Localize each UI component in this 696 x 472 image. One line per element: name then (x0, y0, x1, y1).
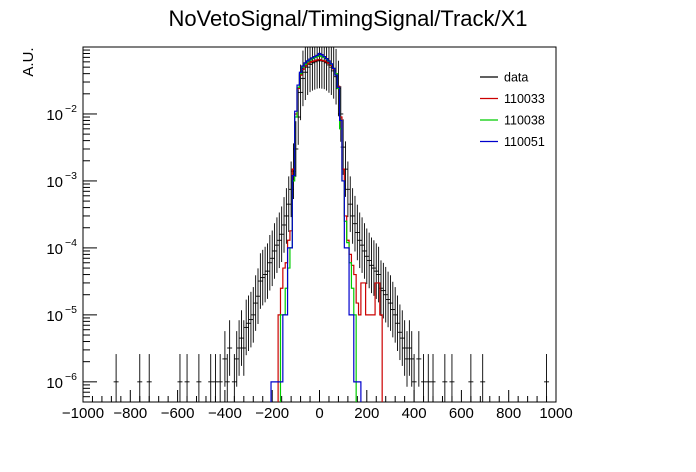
x-tick-label: 800 (496, 405, 521, 422)
y-tick-exponent: −5 (65, 304, 77, 316)
y-tick-exponent: −6 (65, 371, 77, 383)
x-tick-label: −600 (161, 405, 195, 422)
y-tick-exponent: −4 (65, 237, 77, 249)
y-tick-label: 10 (46, 174, 63, 191)
legend-label-data: data (504, 71, 528, 85)
y-tick-label: 10 (46, 308, 63, 325)
x-tick-label: 200 (354, 405, 379, 422)
y-tick-label: 10 (46, 241, 63, 258)
x-axis-ticks: −1000 −800 −600 −400 −200 0 200 400 600 800 1000 (62, 390, 573, 422)
x-tick-label: −400 (208, 405, 242, 422)
x-tick-label: −800 (113, 405, 147, 422)
x-tick-label: −200 (255, 405, 289, 422)
y-tick-label: 10 (46, 375, 63, 392)
x-tick-label: 1000 (539, 405, 572, 422)
y-tick-exponent: −2 (65, 103, 77, 115)
series-layer (113, 47, 550, 402)
x-tick-label: 600 (449, 405, 474, 422)
legend-label-110051: 110051 (504, 135, 545, 149)
legend: data 110033 110038 110051 (480, 71, 545, 149)
chart-title: NoVetoSignal/TimingSignal/Track/X1 (168, 6, 527, 31)
legend-label-110038: 110038 (504, 114, 545, 128)
y-axis-ticks: 10−210−310−410−510−6 (46, 46, 97, 403)
y-tick-exponent: −3 (65, 170, 77, 182)
series-110051-histogram (270, 52, 362, 402)
x-tick-label: −1000 (62, 405, 104, 422)
legend-label-110033: 110033 (504, 92, 545, 106)
x-tick-label: 0 (315, 405, 323, 422)
y-axis-label: A.U. (20, 47, 37, 76)
y-tick-label: 10 (46, 107, 63, 124)
x-tick-label: 400 (402, 405, 427, 422)
